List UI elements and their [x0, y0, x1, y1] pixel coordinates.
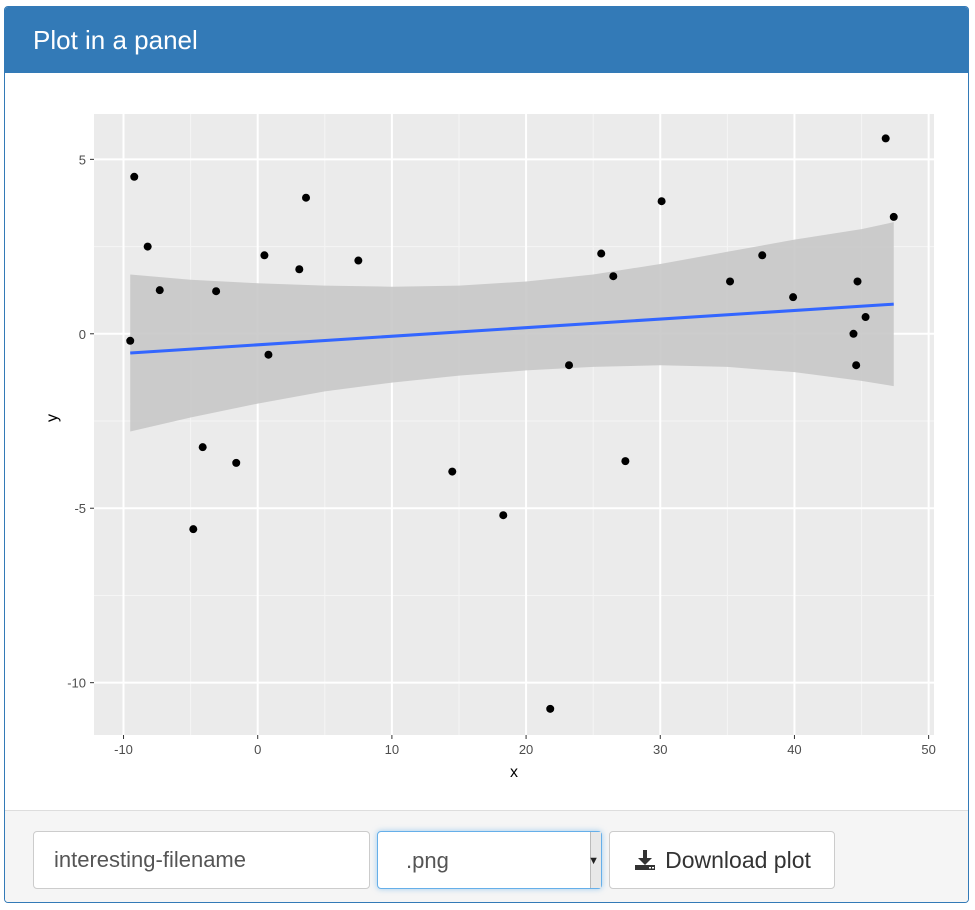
scatter-plot: -10 0 10 20 30 40 50 -10 -5 0 5 x y — [44, 114, 936, 781]
extension-value: .png — [406, 848, 449, 873]
data-point — [189, 525, 198, 534]
data-point — [198, 443, 207, 452]
caret-down-icon: ▼ — [588, 855, 599, 867]
y-tick-label: 0 — [79, 327, 86, 342]
x-axis-label: x — [510, 764, 518, 781]
data-point — [212, 287, 221, 296]
y-tick-label: -5 — [74, 501, 86, 516]
filename-input[interactable] — [33, 831, 370, 889]
data-point — [260, 251, 269, 260]
data-point — [657, 197, 666, 206]
y-axis-label: y — [44, 414, 61, 422]
data-point — [726, 277, 735, 286]
download-label: Download plot — [665, 846, 811, 873]
data-point — [232, 458, 241, 467]
data-point — [354, 256, 363, 265]
data-point — [758, 251, 767, 260]
data-point — [861, 313, 870, 322]
data-point — [155, 286, 164, 295]
plot-background — [94, 114, 934, 735]
x-tick-label: 40 — [787, 742, 801, 757]
data-point — [789, 293, 798, 302]
x-tick-label: 30 — [653, 742, 667, 757]
y-tick-label: -10 — [67, 676, 86, 691]
data-point — [143, 242, 152, 251]
x-tick-label: 0 — [254, 742, 261, 757]
data-point — [853, 277, 862, 286]
data-point — [546, 704, 555, 713]
data-point — [302, 193, 311, 202]
panel-header: Plot in a panel — [5, 7, 968, 73]
data-point — [889, 212, 898, 221]
data-point — [130, 172, 139, 181]
data-point — [565, 361, 574, 370]
data-point — [849, 329, 858, 338]
x-tick-label: 10 — [385, 742, 399, 757]
select-scrollbar[interactable] — [590, 832, 601, 888]
data-point — [597, 249, 606, 258]
data-point — [264, 350, 273, 359]
data-point — [295, 265, 304, 274]
data-point — [126, 336, 135, 345]
data-point — [448, 467, 457, 476]
panel-footer: .png ▼ Download plot — [5, 810, 968, 902]
panel-body: -10 0 10 20 30 40 50 -10 -5 0 5 x y — [5, 73, 968, 810]
y-tick-label: 5 — [79, 152, 86, 167]
x-tick-label: 50 — [921, 742, 935, 757]
extension-select[interactable]: .png ▼ — [377, 831, 602, 889]
plot-panel: Plot in a panel -10 0 10 20 30 40 50 -10 -5 0 5 x … — [4, 6, 969, 903]
regression-line — [130, 302, 894, 355]
x-tick-label: -10 — [114, 742, 133, 757]
data-point — [499, 511, 508, 520]
confidence-band — [130, 222, 894, 432]
data-point — [881, 134, 890, 143]
download-plot-button[interactable]: Download plot — [609, 831, 835, 889]
data-point — [621, 457, 630, 466]
panel-title: Plot in a panel — [33, 25, 198, 55]
data-point — [852, 361, 861, 370]
download-icon — [633, 848, 657, 872]
data-point — [609, 272, 618, 281]
x-tick-label: 20 — [519, 742, 533, 757]
